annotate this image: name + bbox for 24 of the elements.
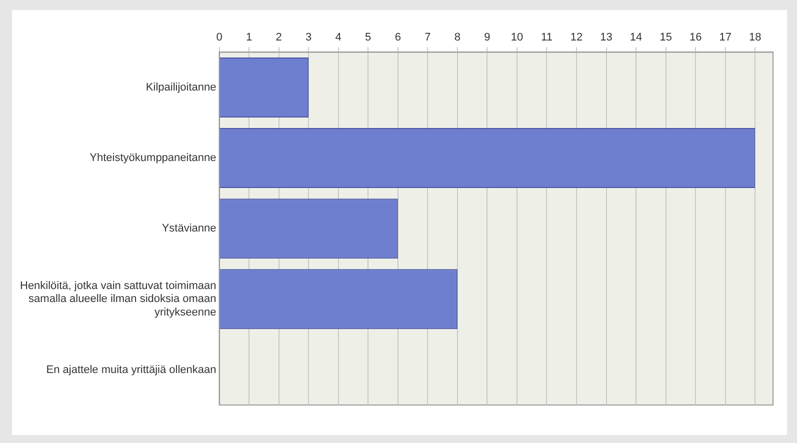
x-tick-label: 11 xyxy=(541,32,552,44)
x-tick-label: 4 xyxy=(335,32,342,44)
y-tick-label: Yhteistyökumppaneitanne xyxy=(90,152,216,164)
x-tick-label: 8 xyxy=(454,32,460,44)
x-tick-label: 12 xyxy=(570,32,583,44)
x-tick-label: 9 xyxy=(484,32,490,44)
y-tick-label: En ajattele muita yrittäjiä ollenkaan xyxy=(46,364,216,376)
x-tick-label: 10 xyxy=(510,32,524,44)
x-tick-label: 5 xyxy=(365,32,372,44)
x-tick-label: 14 xyxy=(630,32,642,44)
y-tick-label: Ystävianne xyxy=(162,222,216,235)
x-tick-label: 18 xyxy=(749,32,762,44)
x-tick-label: 16 xyxy=(689,32,702,44)
x-tick-label: 7 xyxy=(424,32,431,44)
x-tick-label: 0 xyxy=(216,32,222,44)
y-tick-label: Kilpailijoitanne xyxy=(146,82,216,94)
x-tick-label: 6 xyxy=(394,32,401,44)
x-tick-label: 15 xyxy=(660,32,672,44)
x-tick-label: 13 xyxy=(600,32,612,44)
y-tick-label: Henkilöitä, jotka vain sattuvat toimimaan samalla alueelle ilman sidoksia omaan yritykseenne xyxy=(20,280,216,318)
x-tick-label: 2 xyxy=(276,32,282,44)
x-tick-label: 1 xyxy=(246,32,252,44)
x-tick-label: 3 xyxy=(306,32,312,44)
x-tick-label: 17 xyxy=(719,32,732,44)
